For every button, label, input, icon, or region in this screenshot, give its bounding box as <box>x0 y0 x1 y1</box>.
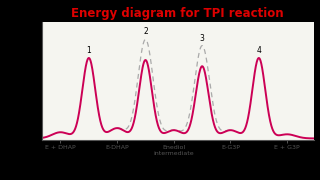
Y-axis label: Free energy: Free energy <box>30 58 39 104</box>
X-axis label: Reaction coordinate: Reaction coordinate <box>139 158 216 166</box>
Text: 3: 3 <box>200 34 204 43</box>
Text: 2: 2 <box>143 28 148 37</box>
Text: 4: 4 <box>256 46 261 55</box>
Text: 1: 1 <box>86 46 91 55</box>
Title: Energy diagram for TPI reaction: Energy diagram for TPI reaction <box>71 7 284 21</box>
